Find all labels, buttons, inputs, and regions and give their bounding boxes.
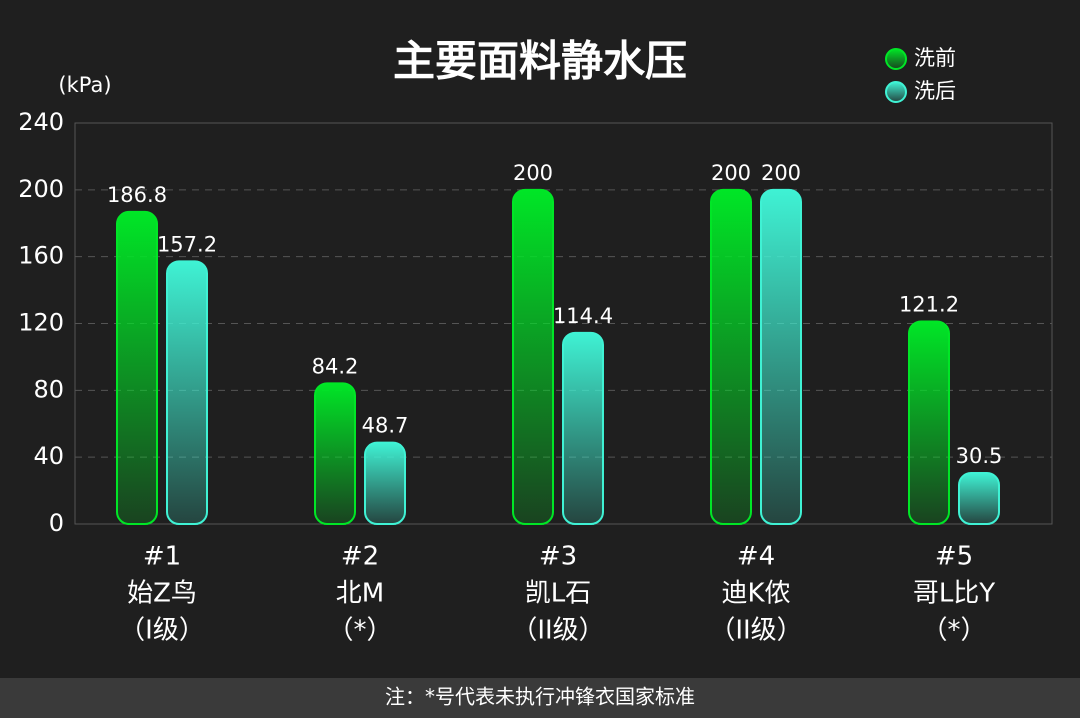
x-tick-label: #4 [737,542,775,572]
bar [710,188,752,525]
x-tick-label: 北M [336,579,384,609]
y-tick-label: 200 [18,175,64,203]
footer [0,678,1080,718]
x-tick-label: （*） [327,616,392,646]
bar [364,441,406,525]
x-tick-label: #2 [341,542,379,572]
bar [314,382,356,525]
x-tick-label: #1 [143,542,181,572]
y-tick-label: 80 [33,375,64,403]
y-axis-unit: (kPa) [58,73,111,97]
bar [116,210,158,525]
value-label: 84.2 [312,354,359,378]
bar [166,260,208,525]
y-tick-label: 240 [18,108,64,136]
x-tick-label: #5 [935,542,973,572]
footer-note: 注：*号代表未执行冲锋衣国家标准 [385,685,695,709]
value-label: 48.7 [362,414,409,438]
y-tick-label: 160 [18,242,64,270]
x-tick-label: #3 [539,542,577,572]
value-label: 186.8 [107,183,167,207]
value-label: 114.4 [553,304,613,328]
x-tick-label: （I级） [119,616,205,646]
legend-marker [885,81,907,103]
legend-label: 洗后 [914,79,956,103]
legend-marker [885,48,907,70]
value-label: 200 [513,161,553,185]
x-tick-label: （II级） [709,616,802,646]
chart-title: 主要面料静水压 [393,37,687,86]
x-tick-label: （*） [921,616,986,646]
bar [908,320,950,525]
bar [512,188,554,525]
bar [562,331,604,525]
bar [760,188,802,525]
value-label: 157.2 [157,232,217,256]
value-label: 121.2 [899,292,959,316]
y-tick-label: 40 [33,442,64,470]
legend-label: 洗前 [914,46,956,70]
bar [958,472,1000,525]
value-label: 30.5 [956,444,1003,468]
value-label: 200 [711,161,751,185]
x-tick-label: 迪K侬 [721,579,790,609]
x-tick-label: 哥L比Y [913,579,995,609]
y-tick-label: 120 [18,309,64,337]
x-tick-label: （II级） [511,616,604,646]
x-tick-label: 凯L石 [525,579,592,609]
y-tick-label: 0 [49,509,64,537]
value-label: 200 [761,161,801,185]
x-tick-label: 始Z鸟 [127,579,197,609]
